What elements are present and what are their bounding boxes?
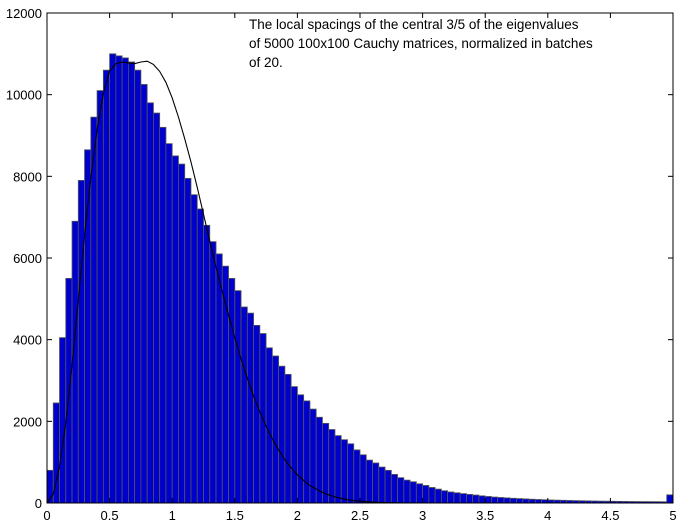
y-tick-label: 12000 xyxy=(6,6,42,21)
histogram-bar xyxy=(77,180,85,504)
histogram-bar xyxy=(434,488,442,504)
histogram-bar xyxy=(109,53,117,504)
x-tick-label: 5 xyxy=(669,508,676,523)
annotation-line-2: of 5000 100x100 Cauchy matrices, normali… xyxy=(249,36,593,51)
y-tick-label: 8000 xyxy=(13,169,42,184)
x-tick-label: 0.5 xyxy=(101,508,119,523)
histogram-bar xyxy=(178,163,186,504)
x-tick-label: 0 xyxy=(43,508,50,523)
histogram-bar xyxy=(397,477,405,504)
histogram-bar xyxy=(184,177,192,504)
y-tick-label: 2000 xyxy=(13,414,42,429)
histogram-bar xyxy=(203,224,211,504)
y-tick-label: 6000 xyxy=(13,251,42,266)
histogram-bar xyxy=(159,126,167,504)
histogram-bar xyxy=(503,497,511,504)
y-tick-label: 4000 xyxy=(13,333,42,348)
histogram-bar xyxy=(365,459,373,504)
x-tick-label: 4 xyxy=(544,508,551,523)
x-tick-label: 1 xyxy=(169,508,176,523)
histogram-bar xyxy=(497,497,505,504)
histogram-bar xyxy=(516,498,524,504)
histogram-bar xyxy=(296,394,305,504)
histogram-bar xyxy=(102,69,110,504)
histogram-bar xyxy=(472,494,480,504)
histogram-bar xyxy=(384,469,392,504)
histogram-bar xyxy=(146,102,154,504)
histogram-bar xyxy=(378,466,386,504)
histogram-bar xyxy=(246,312,254,504)
y-tick-label: 10000 xyxy=(6,88,42,103)
histogram-bar xyxy=(127,61,136,504)
histogram-bar xyxy=(134,69,142,504)
histogram-bar xyxy=(666,494,674,504)
histogram-bar xyxy=(59,337,67,504)
histogram-bar xyxy=(240,306,248,504)
histogram-bar xyxy=(153,112,161,504)
histogram-bar xyxy=(234,290,242,504)
histogram-bar xyxy=(347,443,355,504)
histogram-bar xyxy=(415,483,423,504)
histogram-bar xyxy=(96,90,104,504)
histogram-bar xyxy=(121,57,129,504)
histogram-bar xyxy=(340,439,348,504)
histogram-bars xyxy=(46,53,674,504)
histogram-bar xyxy=(372,462,380,504)
histogram-bar xyxy=(484,496,492,504)
histogram-bar xyxy=(509,497,517,504)
x-tick-label: 4.5 xyxy=(601,508,619,523)
histogram-bar xyxy=(440,490,449,504)
histogram-bar xyxy=(190,194,198,504)
histogram-bar xyxy=(278,365,286,504)
histogram-bar xyxy=(228,278,236,504)
histogram-bar xyxy=(265,347,273,504)
histogram-bar xyxy=(478,495,486,504)
x-tick-label: 2.5 xyxy=(351,508,369,523)
histogram-bar xyxy=(428,487,436,504)
histogram-bar xyxy=(359,454,367,504)
x-tick-label: 2 xyxy=(294,508,301,523)
x-tick-label: 3 xyxy=(419,508,426,523)
histogram-bar xyxy=(334,435,342,504)
histogram-bar xyxy=(215,253,223,504)
histogram-bar xyxy=(209,241,217,504)
histogram-bar xyxy=(322,422,330,504)
y-axis-ticks: 0 2000 4000 6000 8000 10000 12000 xyxy=(6,6,673,511)
histogram-bar xyxy=(290,386,298,504)
histogram-bar xyxy=(409,481,417,504)
x-tick-label: 1.5 xyxy=(226,508,244,523)
histogram-bar xyxy=(466,494,474,504)
histogram-bar xyxy=(422,485,430,504)
histogram-bar xyxy=(303,400,311,504)
histogram-bar xyxy=(115,55,123,504)
histogram-bar xyxy=(390,474,398,504)
histogram-bar xyxy=(271,355,280,504)
x-axis-ticks: 0 0.5 1 1.5 2 2.5 3 3.5 4 4.5 5 xyxy=(43,13,677,523)
annotation-line-3: of 20. xyxy=(249,55,283,70)
histogram-bar xyxy=(522,498,530,504)
histogram-bar xyxy=(353,449,361,504)
histogram-bar xyxy=(171,155,179,504)
annotation-line-1: The local spacings of the central 3/5 of… xyxy=(249,17,579,32)
histogram-bar xyxy=(165,143,173,504)
histogram-bar xyxy=(196,208,204,504)
histogram-bar xyxy=(403,479,411,504)
histogram-bar xyxy=(328,429,336,504)
y-tick-label: 0 xyxy=(35,496,42,511)
histogram-bar xyxy=(71,220,79,504)
histogram-bar xyxy=(447,491,455,504)
histogram-bar xyxy=(284,373,292,504)
histogram-bar xyxy=(453,492,461,504)
x-tick-label: 3.5 xyxy=(476,508,494,523)
histogram-bar xyxy=(459,493,467,504)
histogram-bar xyxy=(253,324,261,504)
histogram-bar xyxy=(491,496,499,504)
histogram-bar xyxy=(528,498,536,504)
histogram-bar xyxy=(140,84,148,504)
